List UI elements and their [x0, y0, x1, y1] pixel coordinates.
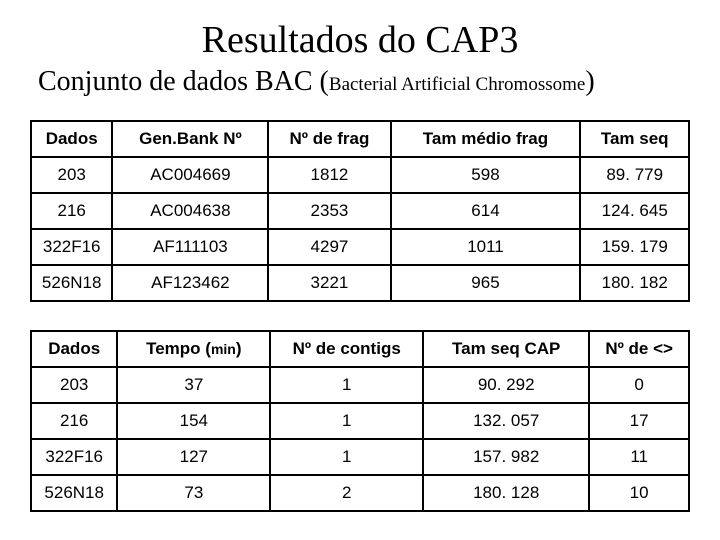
cell: 322F16	[31, 229, 112, 265]
cell: 526N18	[31, 475, 117, 511]
cell: 203	[31, 157, 112, 193]
cell: 10	[589, 475, 689, 511]
th-ndiff: Nº de <>	[589, 331, 689, 367]
cell: 0	[589, 367, 689, 403]
cell: 1	[270, 403, 423, 439]
table-row: 322F16 127 1 157. 982 11	[31, 439, 689, 475]
cell: 1812	[268, 157, 390, 193]
table-row: 203 AC004669 1812 598 89. 779	[31, 157, 689, 193]
cell: 11	[589, 439, 689, 475]
th-tempo-label: Tempo (	[146, 339, 211, 358]
th-nfrag: Nº de frag	[268, 121, 390, 157]
th-dados: Dados	[31, 121, 112, 157]
cell: 216	[31, 193, 112, 229]
cell: 159. 179	[580, 229, 689, 265]
cell: AF111103	[112, 229, 268, 265]
th-tempo-close: )	[236, 339, 242, 358]
table-row: 216 AC004638 2353 614 124. 645	[31, 193, 689, 229]
th-dados: Dados	[31, 331, 117, 367]
th-tempo-unit: min	[211, 341, 236, 357]
cell: AF123462	[112, 265, 268, 301]
cell: 90. 292	[423, 367, 589, 403]
table-row: 203 37 1 90. 292 0	[31, 367, 689, 403]
cell: 17	[589, 403, 689, 439]
cell: 598	[391, 157, 581, 193]
cell: 73	[117, 475, 270, 511]
cell: 1	[270, 439, 423, 475]
cell: AC004669	[112, 157, 268, 193]
cell: 37	[117, 367, 270, 403]
cell: 322F16	[31, 439, 117, 475]
table-row: 322F16 AF111103 4297 1011 159. 179	[31, 229, 689, 265]
cell: 1011	[391, 229, 581, 265]
table-row: 216 154 1 132. 057 17	[31, 403, 689, 439]
th-genbank: Gen.Bank Nº	[112, 121, 268, 157]
th-tam-seq: Tam seq	[580, 121, 689, 157]
table-header-row: Dados Tempo (min) Nº de contigs Tam seq …	[31, 331, 689, 367]
cell: 203	[31, 367, 117, 403]
subtitle-close: )	[585, 66, 594, 97]
th-ncontigs: Nº de contigs	[270, 331, 423, 367]
cell: 4297	[268, 229, 390, 265]
subtitle-small: Bacterial Artificial Chromossome	[329, 74, 585, 95]
subtitle-main: Conjunto de dados BAC (	[38, 66, 329, 97]
cell: 1	[270, 367, 423, 403]
table-header-row: Dados Gen.Bank Nº Nº de frag Tam médio f…	[31, 121, 689, 157]
th-tam-medio: Tam médio frag	[391, 121, 581, 157]
page-title: Resultados do CAP3	[30, 18, 690, 62]
cell: 89. 779	[580, 157, 689, 193]
table-row: 526N18 AF123462 3221 965 180. 182	[31, 265, 689, 301]
cell: 2	[270, 475, 423, 511]
page-subtitle: Conjunto de dados BAC (Bacterial Artific…	[30, 66, 690, 98]
cell: 216	[31, 403, 117, 439]
cell: 3221	[268, 265, 390, 301]
th-tam-seq-cap: Tam seq CAP	[423, 331, 589, 367]
cell: 526N18	[31, 265, 112, 301]
cell: 180. 182	[580, 265, 689, 301]
cell: 154	[117, 403, 270, 439]
table-frag-stats: Dados Gen.Bank Nº Nº de frag Tam médio f…	[30, 120, 690, 302]
cell: 965	[391, 265, 581, 301]
cell: AC004638	[112, 193, 268, 229]
cell: 127	[117, 439, 270, 475]
table-row: 526N18 73 2 180. 128 10	[31, 475, 689, 511]
th-tempo: Tempo (min)	[117, 331, 270, 367]
cell: 132. 057	[423, 403, 589, 439]
cell: 180. 128	[423, 475, 589, 511]
cell: 614	[391, 193, 581, 229]
cell: 2353	[268, 193, 390, 229]
table-cap-results: Dados Tempo (min) Nº de contigs Tam seq …	[30, 330, 690, 512]
cell: 157. 982	[423, 439, 589, 475]
cell: 124. 645	[580, 193, 689, 229]
